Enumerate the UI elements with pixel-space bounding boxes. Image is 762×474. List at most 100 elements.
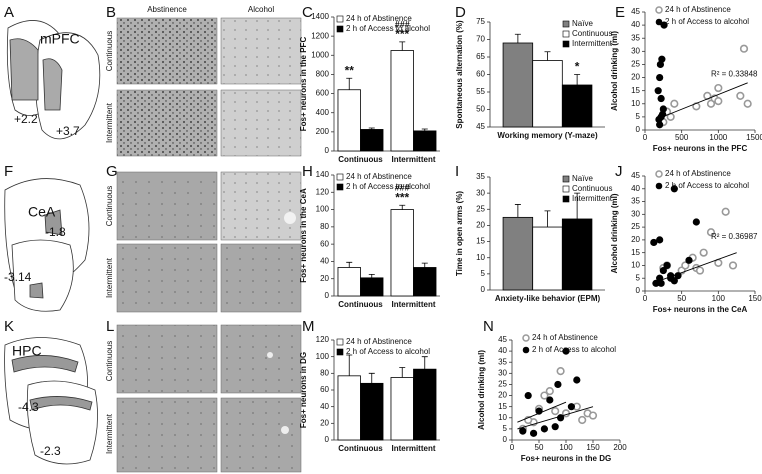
y-tick-label: 100 bbox=[316, 352, 330, 361]
panel-letter: C bbox=[302, 4, 313, 21]
legend-marker bbox=[655, 182, 663, 190]
y-tick-label: 5 bbox=[481, 269, 486, 278]
point bbox=[721, 207, 730, 216]
error-bar bbox=[421, 128, 428, 131]
legend-label: 2 h of Access to alcohol bbox=[346, 347, 430, 356]
coordinate-label: +2.2 bbox=[14, 112, 38, 126]
y-tick-label: 35 bbox=[631, 197, 640, 206]
error-bar bbox=[514, 204, 521, 218]
error-bar bbox=[346, 354, 353, 376]
error-bar bbox=[421, 262, 428, 268]
row-label: Continuous bbox=[105, 186, 114, 226]
error-bar bbox=[368, 273, 375, 278]
significance: *** bbox=[395, 27, 409, 41]
y-tick-label: 75 bbox=[476, 17, 485, 26]
y-tick-label: 40 bbox=[631, 184, 640, 193]
y-tick-label: 80 bbox=[320, 222, 329, 231]
y-tick-label: 120 bbox=[316, 335, 330, 344]
point bbox=[695, 266, 705, 275]
bar bbox=[390, 209, 414, 297]
y-tick-label: 200 bbox=[316, 127, 330, 136]
point bbox=[681, 261, 690, 270]
error-bar bbox=[346, 261, 353, 268]
point bbox=[535, 407, 543, 415]
significance: ** bbox=[345, 63, 355, 77]
legend-marker bbox=[522, 334, 530, 342]
y-tick-label: 10 bbox=[631, 261, 640, 270]
legend-label: 24 h of Abstinence bbox=[346, 337, 412, 346]
panel-letter: K bbox=[4, 318, 14, 335]
point bbox=[706, 228, 716, 237]
y-axis-label: Time in open arms (%) bbox=[455, 191, 464, 277]
legend-label: 24 h of Abstinence bbox=[346, 14, 412, 23]
significance: *** bbox=[395, 190, 409, 204]
legend-marker bbox=[655, 170, 663, 178]
x-tick-label: 100 bbox=[559, 443, 573, 452]
panel-letter: E bbox=[615, 4, 625, 21]
x-axis-label: Fos+ neurons in the CeA bbox=[653, 305, 748, 314]
y-tick-label: 20 bbox=[320, 418, 329, 427]
y-tick-label: 0 bbox=[481, 285, 486, 294]
legend-marker bbox=[655, 18, 663, 26]
legend-label: 2 h of Access to alcohol bbox=[665, 181, 749, 190]
point bbox=[714, 97, 723, 106]
panel-letter: B bbox=[106, 4, 116, 21]
y-tick-label: 5 bbox=[503, 424, 508, 433]
error-bar bbox=[421, 356, 428, 370]
legend-swatch bbox=[562, 30, 570, 38]
point bbox=[656, 236, 664, 244]
point bbox=[658, 55, 666, 63]
legend-swatch bbox=[562, 185, 570, 193]
y-tick-label: 20 bbox=[498, 391, 507, 400]
bar bbox=[360, 129, 384, 152]
y-tick-label: 25 bbox=[476, 204, 485, 213]
point bbox=[540, 425, 549, 433]
legend-swatch bbox=[336, 25, 344, 33]
point bbox=[692, 218, 700, 226]
y-tick-label: 10 bbox=[631, 99, 640, 108]
y-tick-label: 1000 bbox=[311, 50, 329, 59]
legend-swatch bbox=[336, 15, 344, 23]
legend-label: 24 h of Abstinence bbox=[665, 5, 731, 14]
x-tick-label: 1000 bbox=[709, 133, 727, 142]
legend-label: Continuous bbox=[572, 29, 612, 38]
bar bbox=[532, 60, 563, 128]
y-tick-label: 45 bbox=[631, 7, 640, 16]
y-tick-label: 40 bbox=[498, 346, 507, 355]
bar bbox=[360, 382, 384, 441]
y-axis-label: Spontaneous alternation (%) bbox=[455, 20, 464, 129]
panel-letter: F bbox=[4, 163, 13, 180]
y-tick-label: 40 bbox=[320, 257, 329, 266]
y-tick-label: 60 bbox=[320, 239, 329, 248]
bar bbox=[337, 89, 361, 152]
column-label: Abstinence bbox=[147, 5, 187, 14]
y-tick-label: 40 bbox=[631, 20, 640, 29]
y-tick-label: 30 bbox=[631, 46, 640, 55]
panel-letter: D bbox=[455, 4, 466, 21]
bar bbox=[413, 267, 437, 297]
point bbox=[739, 44, 749, 53]
row-label: Continuous bbox=[105, 341, 114, 381]
point bbox=[706, 99, 716, 108]
y-tick-label: 30 bbox=[498, 368, 507, 377]
y-tick-label: 15 bbox=[476, 237, 485, 246]
x-tick-label: 50 bbox=[535, 443, 544, 452]
bar bbox=[561, 84, 593, 128]
legend-label: 24 h of Abstinence bbox=[346, 172, 412, 181]
legend-label: 24 h of Abstinence bbox=[665, 169, 731, 178]
coordinate-label: -3.14 bbox=[4, 270, 32, 284]
point bbox=[556, 367, 565, 376]
annotation: R² = 0.33848 bbox=[711, 70, 758, 79]
significance: ### bbox=[395, 19, 410, 29]
legend-label: Intermittent bbox=[572, 194, 613, 203]
legend-swatch bbox=[562, 195, 570, 203]
x-tick-label: 150 bbox=[586, 443, 600, 452]
bar bbox=[337, 375, 361, 441]
y-tick-label: 35 bbox=[476, 172, 485, 181]
bar bbox=[502, 216, 534, 291]
panel-letter: H bbox=[302, 163, 313, 180]
legend-swatch bbox=[562, 40, 570, 48]
error-bar bbox=[368, 127, 375, 130]
y-axis-label: Fos+ neurons in DG bbox=[299, 352, 308, 428]
y-tick-label: 20 bbox=[476, 221, 485, 230]
